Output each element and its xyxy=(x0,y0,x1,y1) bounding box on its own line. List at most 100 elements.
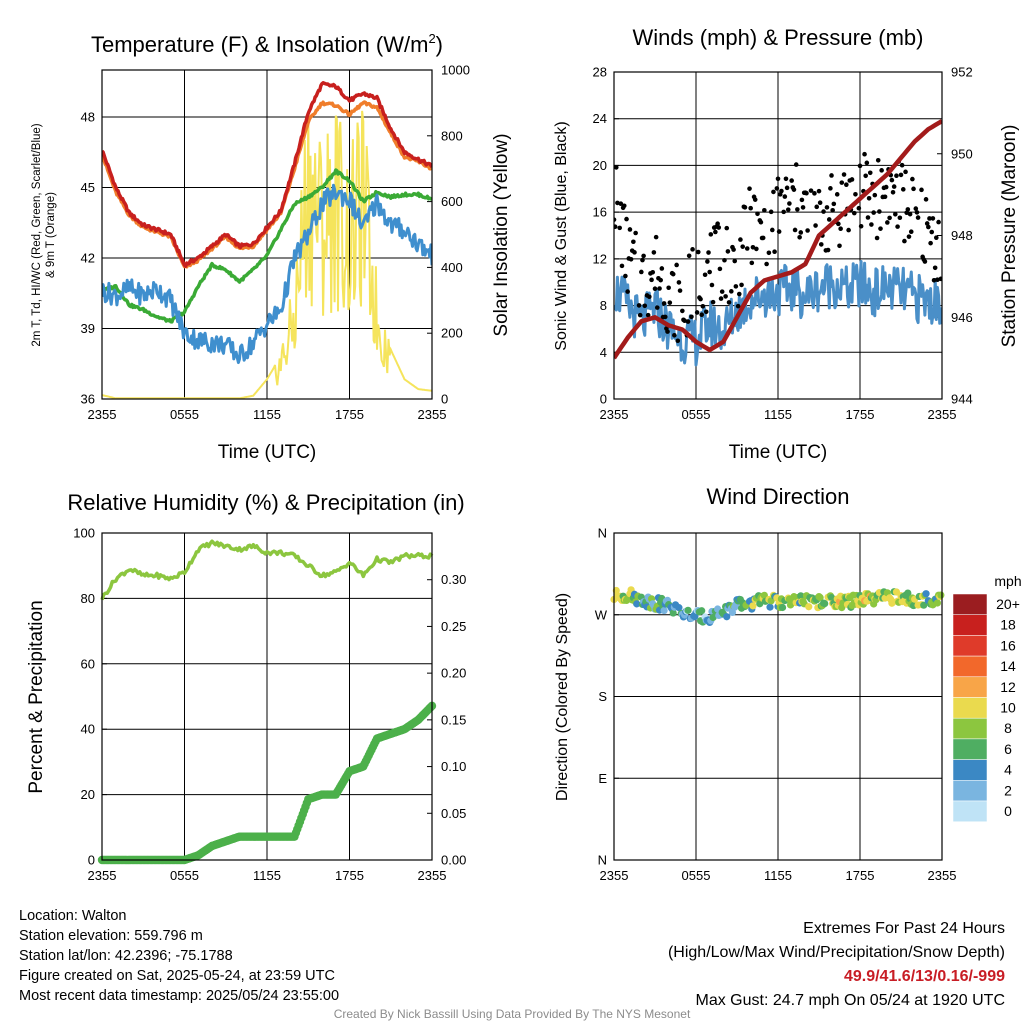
x-tick-label: 2355 xyxy=(88,868,117,883)
y-tick-label: S xyxy=(598,689,607,704)
direction-point xyxy=(933,599,942,607)
gust-point xyxy=(826,217,832,222)
gust-point xyxy=(869,222,874,227)
hi-wc-line xyxy=(102,183,432,365)
gust-point xyxy=(685,319,691,324)
x-tick-label: 1755 xyxy=(846,868,875,883)
gust-point xyxy=(625,289,630,294)
gust-point xyxy=(908,229,914,234)
gust-point xyxy=(713,229,718,235)
y-axis-label: Percent & Precipitation xyxy=(26,600,47,793)
direction-point xyxy=(766,603,774,611)
gust-point xyxy=(795,207,800,212)
gust-point xyxy=(675,338,681,344)
gust-point xyxy=(716,225,722,230)
direction-point xyxy=(660,606,668,615)
chart-title: Wind Direction xyxy=(706,484,849,509)
gust-point xyxy=(865,215,871,220)
x-tick-label: 2355 xyxy=(418,868,447,883)
gust-point xyxy=(742,205,748,210)
latlon-text: Station lat/lon: 42.2396; -75.1788 xyxy=(19,948,233,964)
y-tick-label: 20 xyxy=(81,787,95,802)
gust-point xyxy=(698,296,703,302)
gust-point xyxy=(808,188,814,193)
legend-swatch xyxy=(952,759,988,781)
gust-point xyxy=(628,257,634,262)
gust-point xyxy=(665,329,670,334)
y-axis-label-line2: & 9m T (Orange) xyxy=(45,192,57,278)
y-axis-label: Direction (Colored By Speed) xyxy=(554,593,571,801)
gust-point xyxy=(649,277,654,283)
gust-point xyxy=(735,303,741,309)
gust-point xyxy=(799,197,805,203)
gust-point xyxy=(834,192,840,197)
legend-swatch xyxy=(952,593,988,615)
x-tick-label: 1155 xyxy=(764,868,792,883)
max-gust-text: Max Gust: 24.7 mph On 05/24 at 1920 UTC xyxy=(695,992,1006,1009)
gust-point xyxy=(689,314,694,320)
insolation-line xyxy=(102,110,432,399)
gust-point xyxy=(791,187,797,192)
gust-point xyxy=(871,210,876,215)
gust-point xyxy=(824,205,830,210)
gust-point xyxy=(891,184,897,189)
gust-point xyxy=(864,160,870,166)
x-tick-label: 2355 xyxy=(928,407,957,422)
gust-point xyxy=(907,211,913,217)
direction-point xyxy=(698,607,706,615)
x-tick-label: 1155 xyxy=(253,407,281,422)
relative-humidity-line xyxy=(100,539,434,601)
plot-border xyxy=(101,69,433,400)
gust-point xyxy=(882,194,888,200)
gust-point xyxy=(890,189,896,195)
chart-title: Relative Humidity (%) & Precipitation (i… xyxy=(67,490,464,515)
gust-point xyxy=(750,244,756,250)
gust-point xyxy=(821,209,826,214)
x-tick-label: 2355 xyxy=(418,407,447,422)
elevation-text: Station elevation: 559.796 m xyxy=(19,928,203,944)
gust-point xyxy=(830,208,835,213)
gust-point xyxy=(831,201,837,207)
gust-point xyxy=(717,266,723,272)
gust-point xyxy=(666,285,671,291)
x-tick-label: 1755 xyxy=(335,868,364,883)
y2-tick-label: 950 xyxy=(951,146,973,161)
gust-point xyxy=(722,257,727,263)
gust-point xyxy=(798,230,804,235)
gust-point xyxy=(856,205,862,211)
y2-tick-label: 0.20 xyxy=(441,666,466,681)
gust-point xyxy=(672,332,677,338)
gust-point xyxy=(793,162,799,167)
gust-point xyxy=(752,197,758,202)
legend-label: 12 xyxy=(1000,679,1016,695)
gust-point xyxy=(771,189,776,195)
gust-point xyxy=(617,225,622,231)
gust-point xyxy=(797,234,802,240)
gust-point xyxy=(755,211,760,217)
gust-point xyxy=(911,186,916,192)
gust-point xyxy=(749,260,755,266)
gust-point xyxy=(739,282,744,288)
plot-border xyxy=(613,532,943,861)
y-tick-label: 24 xyxy=(593,111,607,126)
gust-point xyxy=(627,227,633,232)
y-tick-label: 8 xyxy=(600,298,607,313)
legend-swatch xyxy=(952,800,988,822)
gust-point xyxy=(863,173,868,179)
gust-point xyxy=(787,201,792,206)
gust-point xyxy=(618,201,624,207)
plot-border xyxy=(101,532,433,861)
plot-border xyxy=(613,71,943,400)
legend-label: 2 xyxy=(1004,782,1012,798)
direction-point xyxy=(756,600,764,608)
precipitation-points xyxy=(97,701,437,865)
gust-point xyxy=(926,224,931,230)
y-tick-label: W xyxy=(595,607,608,622)
gust-point xyxy=(785,207,791,212)
gust-point xyxy=(782,194,788,199)
gust-point xyxy=(642,303,648,309)
gust-point xyxy=(699,312,704,318)
y2-tick-label: 1000 xyxy=(441,63,470,78)
direction-point xyxy=(633,600,641,608)
gust-point xyxy=(637,312,643,318)
